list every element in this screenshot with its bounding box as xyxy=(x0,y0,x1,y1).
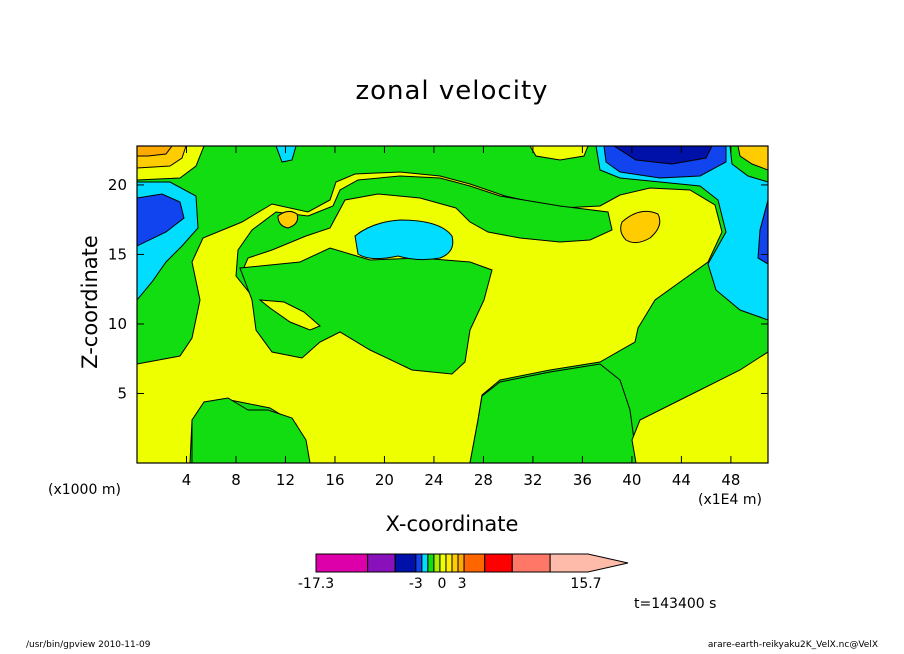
colorbar-max-label: 15.7 xyxy=(570,576,601,592)
x-tick-label: 44 xyxy=(672,471,691,489)
colorbar-segment xyxy=(457,553,465,573)
region-yellow-bottom-right xyxy=(631,351,768,463)
colorbar: -17.3 -3 0 3 15.7 xyxy=(298,553,629,592)
colorbar-segment xyxy=(511,553,551,573)
region-orange-small xyxy=(277,210,299,229)
region-yellow-top-mid xyxy=(529,146,589,161)
colorbar-segment xyxy=(367,553,396,573)
y-tick-label: 10 xyxy=(108,315,127,333)
x-tick-label: 32 xyxy=(523,471,542,489)
colorbar-segment xyxy=(433,553,441,573)
x-tick-label: 48 xyxy=(721,471,740,489)
region-navy-top-right xyxy=(613,146,713,165)
x-axis-label: X-coordinate xyxy=(385,512,519,536)
region-darkorange-top-left xyxy=(137,146,173,157)
colorbar-segment xyxy=(484,553,513,573)
footer-source: arare-earth-reikyaku2K_VelX.nc@VelX xyxy=(707,640,878,650)
x-unit-left: (x1000 m) xyxy=(48,482,121,498)
colorbar-segment xyxy=(427,553,435,573)
colorbar-segment xyxy=(315,553,369,573)
region-cyan-top xyxy=(275,146,297,163)
colorbar-label: -3 xyxy=(409,576,423,592)
x-tick-label: 12 xyxy=(276,471,295,489)
chart-title: zonal velocity xyxy=(355,76,549,106)
x-tick-label: 4 xyxy=(182,471,192,489)
colorbar-segment xyxy=(415,553,423,573)
x-tick-label: 24 xyxy=(424,471,443,489)
x-unit-right: (x1E4 m) xyxy=(698,492,762,508)
plot-frame xyxy=(136,145,769,464)
contour-field xyxy=(137,146,768,463)
x-tick-label: 20 xyxy=(375,471,394,489)
footer-command: /usr/bin/gpview 2010-11-09 xyxy=(26,640,151,650)
colorbar-segment xyxy=(439,553,447,573)
region-yellow-inner xyxy=(258,299,321,331)
region-green-center-2 xyxy=(239,247,493,375)
time-annotation: t=143400 s xyxy=(634,596,717,612)
region-blue-left xyxy=(137,193,185,247)
x-tick-label: 16 xyxy=(325,471,344,489)
x-tick-label: 40 xyxy=(622,471,641,489)
colorbar-min-label: -17.3 xyxy=(298,576,334,592)
colorbar-segment xyxy=(445,553,453,573)
colorbar-segment xyxy=(463,553,486,573)
region-orange-top-right xyxy=(737,146,768,171)
y-tick-label: 15 xyxy=(108,245,127,263)
colorbar-segment xyxy=(549,553,629,573)
y-tick-label: 20 xyxy=(108,176,127,194)
colorbar-label: 0 xyxy=(437,576,446,592)
y-tick-label: 5 xyxy=(117,384,127,402)
region-orange-right xyxy=(620,210,661,244)
region-green-bottom-left xyxy=(191,397,311,463)
region-cyan-top-right xyxy=(595,146,768,321)
x-tick-label: 8 xyxy=(231,471,241,489)
colorbar-segment xyxy=(394,553,417,573)
colorbar-segment xyxy=(421,553,429,573)
x-tick-label: 36 xyxy=(573,471,592,489)
region-green-center xyxy=(235,175,613,301)
region-blue-right-edge xyxy=(757,199,768,265)
colorbar-segment xyxy=(451,553,459,573)
colorbar-label: 3 xyxy=(458,576,467,592)
region-cyan-center xyxy=(354,219,454,261)
x-tick-label: 28 xyxy=(474,471,493,489)
